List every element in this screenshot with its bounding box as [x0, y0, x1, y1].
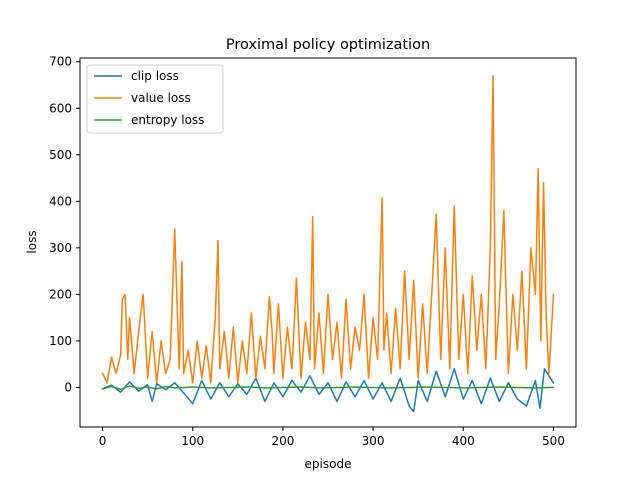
- y-tick-label: 200: [49, 287, 72, 301]
- y-tick-label: 600: [49, 101, 72, 115]
- y-axis-label: loss: [25, 230, 39, 253]
- series-line-clip-loss: [101, 368, 555, 413]
- y-tick-label: 400: [49, 194, 72, 208]
- x-tick-label: 400: [452, 434, 475, 448]
- legend-items: clip loss value loss entropy loss: [94, 69, 204, 127]
- y-tick-label: 300: [49, 241, 72, 255]
- legend-label-entropy-loss: entropy loss: [131, 113, 204, 127]
- x-axis-ticks: 0 100 200 300 400 500: [99, 427, 565, 448]
- plot-area: [101, 74, 555, 413]
- x-tick-label: 100: [181, 434, 204, 448]
- series-line-entropy-loss: [101, 385, 555, 391]
- chart-title: Proximal policy optimization: [226, 37, 430, 53]
- legend-label-clip-loss: clip loss: [131, 69, 179, 83]
- y-tick-label: 500: [49, 148, 72, 162]
- legend-label-value-loss: value loss: [131, 91, 191, 105]
- axes-frame: [79, 57, 577, 428]
- legend: clip loss value loss entropy loss: [86, 64, 224, 134]
- y-axis-ticks: 0 100 200 300 400 500 600 700: [49, 55, 80, 394]
- series-layer: [101, 74, 555, 413]
- x-tick-label: 300: [362, 434, 385, 448]
- y-tick-label: 100: [49, 334, 72, 348]
- x-tick-label: 200: [271, 434, 294, 448]
- x-axis-label: episode: [305, 457, 352, 471]
- x-tick-label: 0: [99, 434, 107, 448]
- legend-frame: [86, 64, 224, 134]
- x-tick-label: 500: [542, 434, 565, 448]
- series-line-value-loss: [101, 74, 555, 384]
- y-tick-label: 0: [64, 380, 72, 394]
- y-tick-label: 700: [49, 55, 72, 69]
